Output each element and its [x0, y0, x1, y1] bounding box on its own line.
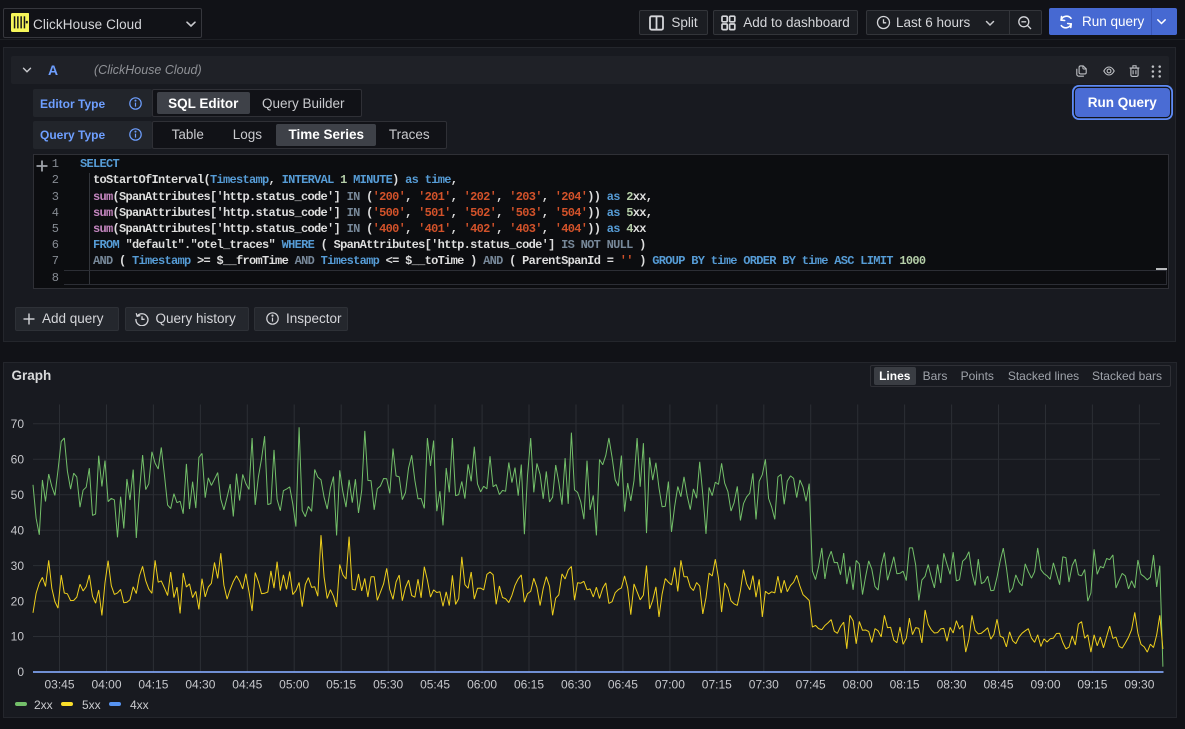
- svg-text:06:15: 06:15: [514, 678, 544, 692]
- svg-text:40: 40: [11, 523, 25, 537]
- svg-text:05:30: 05:30: [373, 678, 403, 692]
- svg-text:09:00: 09:00: [1030, 678, 1060, 692]
- svg-text:07:45: 07:45: [796, 678, 826, 692]
- svg-text:10: 10: [11, 630, 25, 644]
- svg-text:04:15: 04:15: [138, 678, 168, 692]
- svg-text:30: 30: [11, 559, 25, 573]
- svg-text:70: 70: [11, 417, 25, 431]
- svg-text:08:00: 08:00: [843, 678, 873, 692]
- svg-text:0: 0: [17, 665, 24, 679]
- svg-text:06:30: 06:30: [561, 678, 591, 692]
- svg-text:04:00: 04:00: [91, 678, 121, 692]
- svg-text:50: 50: [11, 488, 25, 502]
- svg-text:08:45: 08:45: [983, 678, 1013, 692]
- svg-text:06:45: 06:45: [608, 678, 638, 692]
- svg-text:09:30: 09:30: [1124, 678, 1154, 692]
- svg-text:60: 60: [11, 453, 25, 467]
- svg-text:04:45: 04:45: [232, 678, 262, 692]
- svg-text:07:30: 07:30: [749, 678, 779, 692]
- svg-text:09:15: 09:15: [1077, 678, 1107, 692]
- svg-text:08:30: 08:30: [937, 678, 967, 692]
- svg-text:07:15: 07:15: [702, 678, 732, 692]
- svg-text:04:30: 04:30: [185, 678, 215, 692]
- svg-text:03:45: 03:45: [44, 678, 74, 692]
- svg-text:06:00: 06:00: [467, 678, 497, 692]
- svg-text:05:45: 05:45: [420, 678, 450, 692]
- svg-text:07:00: 07:00: [655, 678, 685, 692]
- svg-text:08:15: 08:15: [890, 678, 920, 692]
- svg-text:05:00: 05:00: [279, 678, 309, 692]
- svg-text:20: 20: [11, 594, 25, 608]
- svg-text:05:15: 05:15: [326, 678, 356, 692]
